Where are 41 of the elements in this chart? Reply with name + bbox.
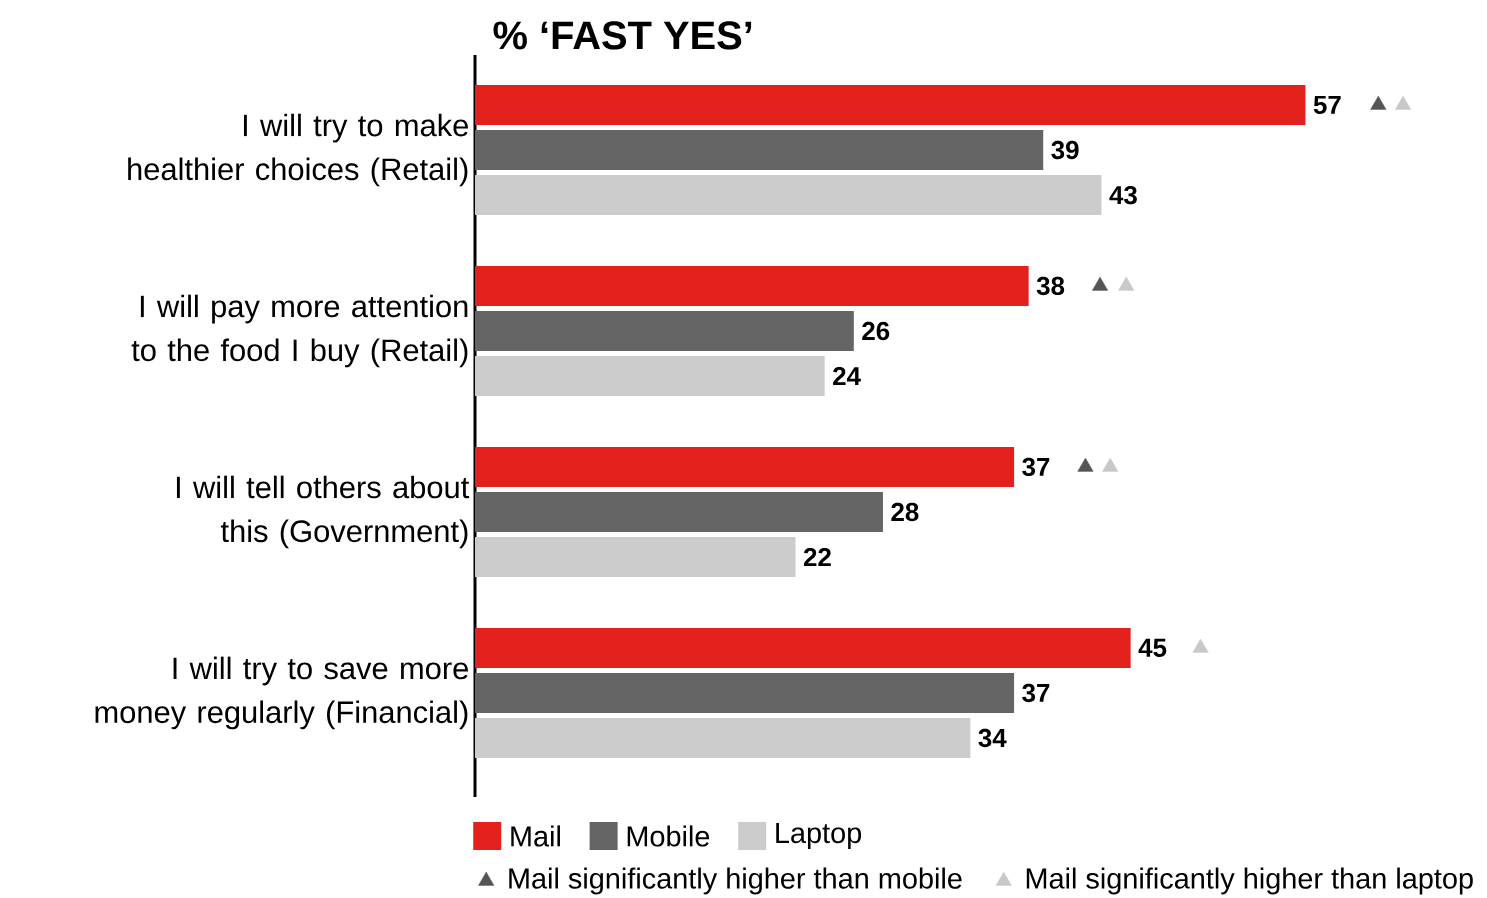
point — [1395, 95, 1412, 110]
bar — [475, 537, 796, 578]
y-tick-label: I will try to make healthier choices (Retail) — [128, 113, 468, 187]
point — [1102, 457, 1119, 472]
point — [1118, 276, 1135, 291]
chart-title: % ‘FAST YES’ — [493, 21, 752, 50]
data-label: 24 — [833, 367, 861, 386]
point — [1370, 95, 1387, 110]
data-label: 43 — [1109, 186, 1137, 205]
legend-label: Mail significantly higher than laptop — [1026, 867, 1473, 895]
legend-label: Mobile — [627, 825, 710, 847]
bar — [475, 266, 1029, 307]
bar — [475, 673, 1015, 714]
bar — [475, 85, 1306, 126]
point — [1077, 457, 1094, 472]
data-label: 34 — [978, 728, 1007, 748]
data-label: 37 — [1022, 683, 1050, 703]
legend-label: Mail — [511, 825, 560, 847]
legend-label: Mail significantly higher than mobile — [509, 867, 962, 895]
data-label: 38 — [1036, 276, 1065, 296]
data-label: 57 — [1313, 96, 1341, 115]
bar — [475, 356, 825, 397]
point — [1192, 638, 1209, 653]
bar — [475, 311, 854, 352]
point — [1092, 276, 1109, 291]
legend-label: Laptop — [776, 823, 862, 850]
bar — [475, 175, 1102, 216]
bar — [475, 447, 1015, 488]
y-tick-label: I will tell others about this (Government) — [176, 475, 470, 549]
data-label: 39 — [1051, 140, 1079, 160]
data-label: 26 — [862, 321, 890, 341]
bar — [475, 627, 1131, 668]
y-tick-label: I will pay more attention to the food I buy (Retail) — [131, 294, 468, 368]
data-label: 37 — [1022, 457, 1050, 477]
y-tick-label: I will try to save more money regularly (Financial) — [95, 656, 468, 730]
data-label: 28 — [891, 502, 919, 522]
data-label: 45 — [1138, 638, 1167, 658]
data-label: 22 — [803, 548, 831, 567]
bar — [475, 492, 883, 533]
bar — [475, 130, 1044, 171]
bar — [475, 718, 971, 759]
